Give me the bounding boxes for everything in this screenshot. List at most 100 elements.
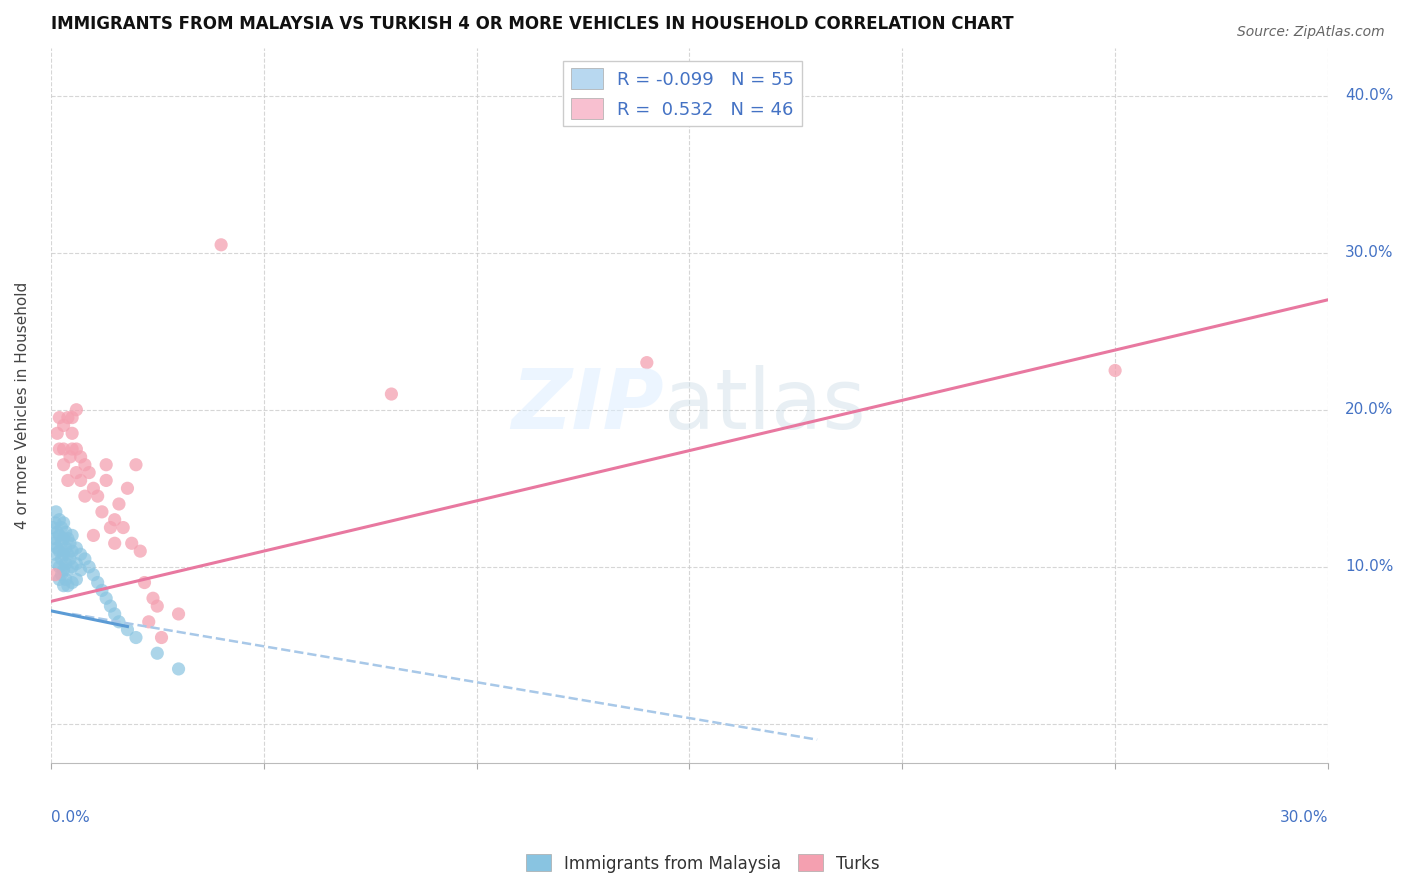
Point [59, 536, 82, 550]
Text: Source: ZipAtlas.com: Source: ZipAtlas.com [1237, 25, 1385, 39]
Point [60, 410, 83, 425]
Point [167, 662, 190, 676]
Point [52, 516, 75, 530]
Point [69, 563, 91, 577]
Point [42, 520, 65, 534]
Point [59, 552, 82, 566]
Point [65, 466, 87, 480]
Point [55, 573, 77, 587]
Point [60, 426, 83, 441]
Point [51, 520, 73, 534]
Point [48, 573, 70, 587]
Point [48, 528, 70, 542]
Point [108, 615, 131, 629]
Point [46, 426, 69, 441]
Point [65, 557, 87, 571]
Point [44, 547, 66, 561]
Point [44, 516, 66, 530]
Point [112, 520, 135, 534]
Point [48, 442, 70, 456]
Point [86, 575, 108, 590]
Text: 20.0%: 20.0% [1346, 402, 1393, 417]
Text: IMMIGRANTS FROM MALAYSIA VS TURKISH 4 OR MORE VEHICLES IN HOUSEHOLD CORRELATION : IMMIGRANTS FROM MALAYSIA VS TURKISH 4 OR… [51, 15, 1014, 33]
Point [44, 567, 66, 582]
Point [48, 544, 70, 558]
Y-axis label: 4 or more Vehicles in Household: 4 or more Vehicles in Household [15, 282, 30, 530]
Point [636, 356, 658, 370]
Point [73, 458, 96, 472]
Point [146, 599, 169, 613]
Point [104, 607, 127, 621]
Point [69, 450, 91, 464]
Point [60, 528, 83, 542]
Point [86, 489, 108, 503]
Point [65, 573, 87, 587]
Point [46, 541, 69, 555]
Point [117, 623, 139, 637]
Point [51, 552, 73, 566]
Point [1104, 363, 1126, 377]
Point [56, 410, 79, 425]
Point [125, 458, 148, 472]
Point [380, 387, 402, 401]
Point [52, 547, 75, 561]
Point [167, 607, 190, 621]
Point [56, 474, 79, 488]
Point [77, 466, 100, 480]
Point [142, 591, 165, 606]
Point [104, 536, 127, 550]
Point [44, 532, 66, 546]
Point [55, 557, 77, 571]
Point [96, 458, 118, 472]
Point [82, 567, 104, 582]
Point [52, 418, 75, 433]
Legend: Immigrants from Malaysia, Turks: Immigrants from Malaysia, Turks [519, 847, 887, 880]
Text: 0.0%: 0.0% [51, 810, 90, 825]
Point [46, 525, 69, 540]
Point [90, 505, 112, 519]
Point [51, 567, 73, 582]
Point [82, 528, 104, 542]
Point [48, 513, 70, 527]
Point [56, 547, 79, 561]
Point [45, 505, 67, 519]
Point [69, 474, 91, 488]
Point [52, 458, 75, 472]
Point [52, 563, 75, 577]
Point [60, 575, 83, 590]
Point [129, 544, 152, 558]
Text: ZIP: ZIP [512, 366, 664, 446]
Point [209, 237, 232, 252]
Point [60, 544, 83, 558]
Point [65, 442, 87, 456]
Legend: R = -0.099   N = 55, R =  0.532   N = 46: R = -0.099 N = 55, R = 0.532 N = 46 [564, 61, 801, 127]
Point [134, 575, 156, 590]
Point [104, 513, 127, 527]
Point [65, 541, 87, 555]
Point [59, 450, 82, 464]
Point [52, 532, 75, 546]
Text: 30.0%: 30.0% [1279, 810, 1329, 825]
Point [90, 583, 112, 598]
Point [100, 599, 122, 613]
Point [46, 557, 69, 571]
Point [65, 402, 87, 417]
Point [146, 646, 169, 660]
Point [125, 631, 148, 645]
Point [55, 541, 77, 555]
Point [48, 559, 70, 574]
Point [60, 442, 83, 456]
Text: 30.0%: 30.0% [1346, 245, 1393, 260]
Point [121, 536, 143, 550]
Point [52, 442, 75, 456]
Point [55, 525, 77, 540]
Point [44, 536, 66, 550]
Text: 10.0%: 10.0% [1346, 559, 1393, 574]
Point [56, 563, 79, 577]
Point [108, 497, 131, 511]
Point [48, 410, 70, 425]
Point [56, 579, 79, 593]
Point [150, 631, 173, 645]
Point [69, 547, 91, 561]
Point [73, 552, 96, 566]
